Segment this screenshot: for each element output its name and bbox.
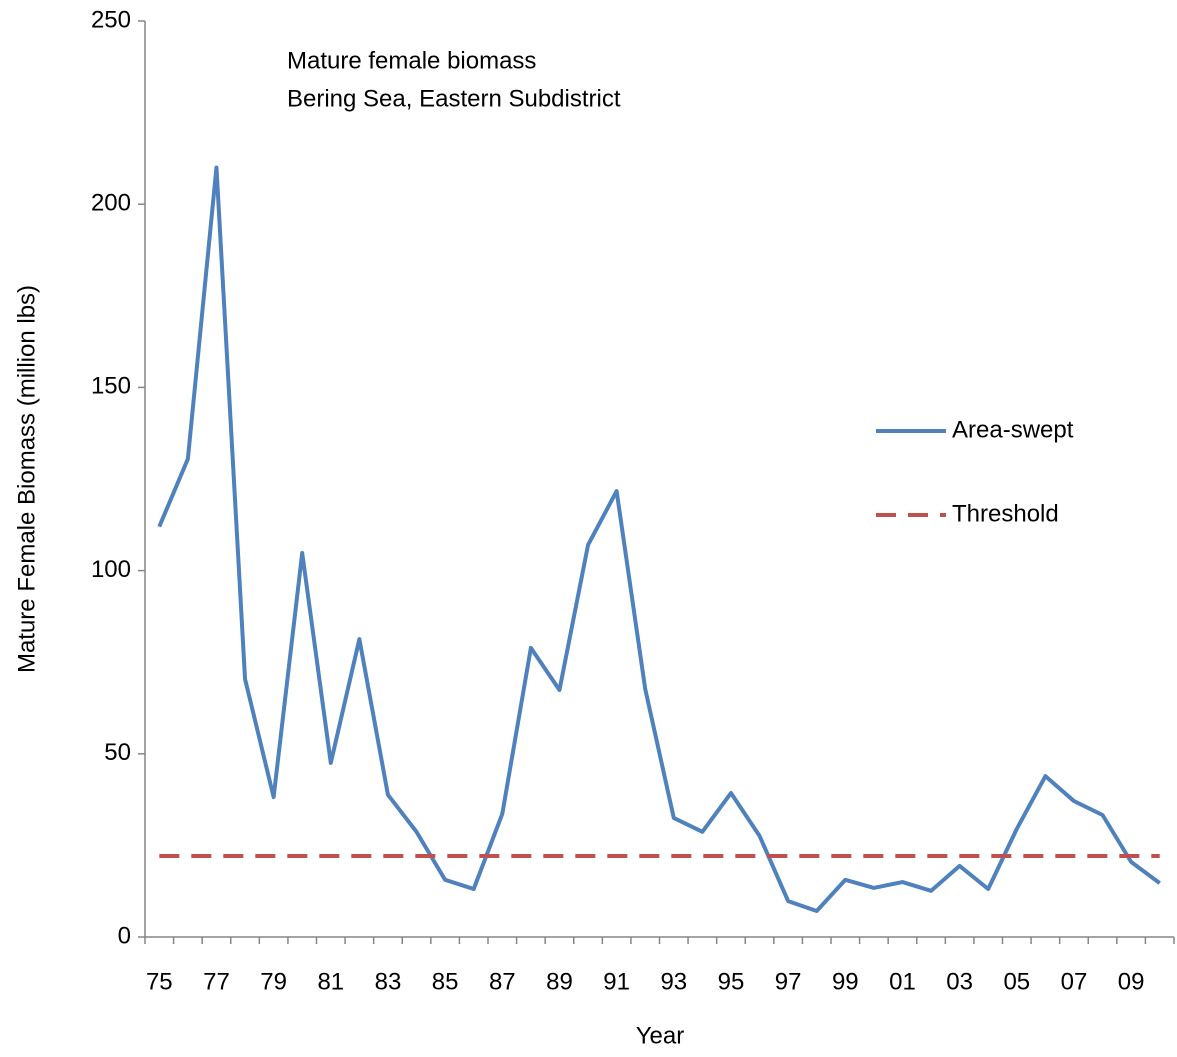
x-tick-label: 77 — [203, 968, 230, 995]
y-tick-label: 200 — [91, 190, 131, 217]
legend-label: Threshold — [952, 500, 1059, 527]
x-tick-label: 03 — [946, 968, 973, 995]
x-tick-label: 99 — [832, 968, 859, 995]
x-tick-label: 93 — [660, 968, 687, 995]
x-tick-label: 95 — [718, 968, 745, 995]
x-tick-label: 85 — [432, 968, 459, 995]
y-tick-label: 100 — [91, 556, 131, 583]
x-tick-label: 83 — [375, 968, 402, 995]
x-tick-label: 07 — [1061, 968, 1088, 995]
x-tick-label: 81 — [317, 968, 344, 995]
y-tick-label: 0 — [118, 922, 131, 949]
x-axis-title: Year — [636, 1022, 685, 1049]
x-tick-label: 87 — [489, 968, 516, 995]
y-tick-label: 150 — [91, 373, 131, 400]
y-axis-title: Mature Female Biomass (million lbs) — [13, 285, 40, 673]
series-line — [157, 165, 1161, 913]
x-tick-label: 05 — [1003, 968, 1030, 995]
annotation: Bering Sea, Eastern Subdistrict — [287, 85, 621, 112]
x-tick-label: 97 — [775, 968, 802, 995]
x-tick-label: 09 — [1118, 968, 1145, 995]
x-tick-label: 89 — [546, 968, 573, 995]
x-tick-label: 75 — [146, 968, 173, 995]
x-tick-label: 01 — [889, 968, 916, 995]
annotation: Mature female biomass — [287, 47, 536, 74]
y-tick-label: 250 — [91, 6, 131, 33]
x-tick-label: 91 — [603, 968, 630, 995]
y-tick-label: 50 — [104, 739, 131, 766]
legend-label: Area-swept — [952, 416, 1074, 443]
x-tick-label: 79 — [260, 968, 287, 995]
